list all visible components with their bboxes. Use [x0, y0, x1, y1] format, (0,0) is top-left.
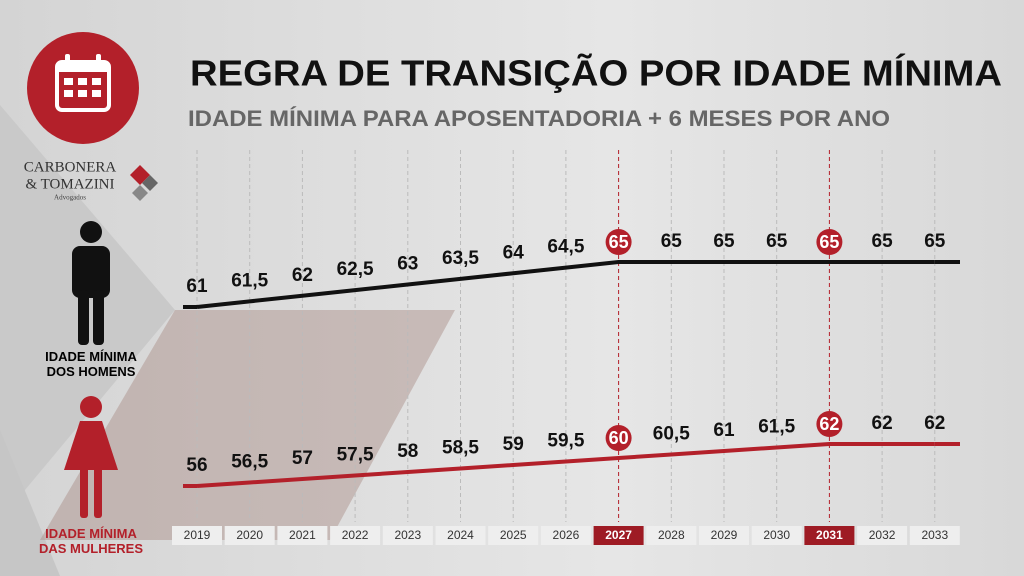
x-tick-label: 2029 [711, 528, 738, 542]
series-label: IDADE MÍNIMA DAS MULHERES [38, 526, 143, 556]
value-label: 62 [292, 265, 313, 286]
value-label: 65 [766, 231, 788, 252]
logo-name: & TOMAZINI [25, 176, 114, 192]
x-tick-label: 2030 [763, 528, 790, 542]
highlight-marker [605, 425, 632, 451]
value-label: 65 [872, 231, 894, 252]
value-label: 65 [661, 231, 683, 252]
value-label: 58,5 [442, 438, 479, 459]
x-tick-label: 2027 [605, 528, 632, 542]
x-tick-label: 2031 [816, 528, 843, 542]
year-box [277, 526, 328, 545]
chart-subtitle: IDADE MÍNIMA PARA APOSENTADORIA + 6 MESE… [188, 106, 890, 131]
value-label: 62 [819, 414, 839, 434]
value-label: 65 [819, 232, 839, 252]
year-box [751, 526, 802, 545]
x-tick-label: 2021 [289, 528, 316, 542]
year-box [540, 526, 591, 545]
year-box [172, 526, 222, 545]
x-tick-label: 2026 [553, 528, 580, 542]
year-box [330, 526, 381, 545]
value-label: 59,5 [547, 431, 584, 452]
highlight-marker [605, 229, 632, 255]
value-label: 65 [609, 232, 629, 252]
value-label: 59 [503, 434, 524, 455]
value-label: 61,5 [758, 417, 795, 438]
value-label: 62 [924, 413, 945, 434]
series-label: IDADE MÍNIMA DOS HOMENS [45, 349, 137, 379]
x-tick-label: 2028 [658, 528, 685, 542]
woman-icon [64, 396, 118, 518]
value-label: 56 [186, 455, 207, 476]
logo-name: CARBONERA [24, 159, 117, 175]
x-tick-label: 2024 [447, 528, 474, 542]
value-label: 56,5 [231, 452, 268, 473]
value-label: 65 [924, 231, 946, 252]
value-label: 60,5 [653, 424, 690, 445]
highlight-marker [816, 411, 843, 437]
value-label: 57,5 [337, 445, 374, 466]
x-tick-label: 2022 [342, 528, 369, 542]
year-box [909, 526, 960, 545]
value-label: 60 [609, 428, 629, 448]
value-label: 57 [292, 448, 313, 469]
value-label: 64,5 [547, 237, 584, 258]
year-box [804, 526, 855, 545]
value-label: 64 [503, 242, 525, 263]
value-label: 62,5 [337, 259, 374, 280]
year-box [646, 526, 697, 545]
x-tick-label: 2019 [184, 528, 211, 542]
calendar-icon [27, 32, 139, 144]
x-tick-label: 2025 [500, 528, 527, 542]
value-label: 65 [713, 231, 735, 252]
decor-triangle [0, 430, 60, 576]
x-tick-label: 2023 [394, 528, 421, 542]
value-label: 61,5 [231, 270, 268, 291]
x-tick-label: 2032 [869, 528, 896, 542]
value-label: 58 [397, 441, 418, 462]
value-label: 61 [186, 276, 208, 297]
value-label: 63,5 [442, 248, 479, 269]
year-box [435, 526, 486, 545]
x-tick-label: 2033 [921, 528, 948, 542]
highlight-marker [816, 229, 843, 255]
year-box [382, 526, 433, 545]
year-box [488, 526, 539, 545]
decor-parallelogram [40, 310, 455, 540]
x-tick-label: 2020 [236, 528, 263, 542]
chart-title: REGRA DE TRANSIÇÃO POR IDADE MÍNIMA [190, 52, 1002, 94]
logo-tagline: Advogados [54, 194, 86, 202]
year-box [699, 526, 749, 545]
value-label: 63 [397, 254, 418, 275]
series-line [196, 260, 935, 309]
value-label: 61 [713, 420, 735, 441]
value-label: 62 [872, 413, 893, 434]
series-line [196, 442, 935, 488]
logo-mark [130, 165, 158, 201]
year-box [593, 526, 644, 545]
man-icon [72, 221, 110, 345]
year-box [224, 526, 275, 545]
year-box [857, 526, 908, 545]
